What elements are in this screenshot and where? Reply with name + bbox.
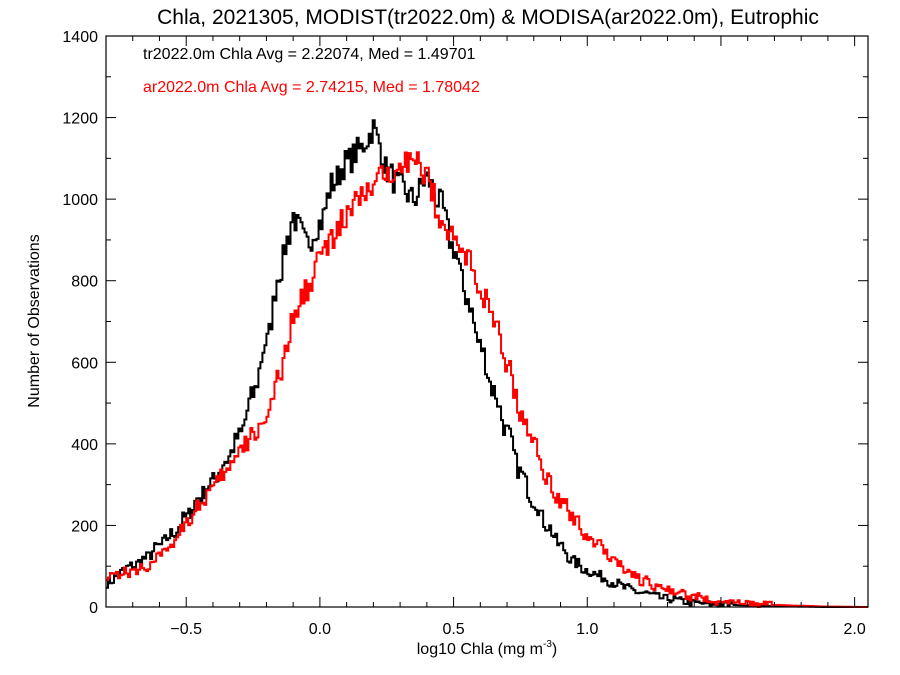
series-layer — [106, 119, 868, 608]
y-tick-label: 0 — [89, 600, 98, 617]
y-tick-label: 1400 — [62, 29, 98, 46]
y-tick-label: 1200 — [62, 111, 98, 128]
x-axis-label-superscript: -3 — [543, 639, 552, 650]
x-tick-label: 1.5 — [710, 621, 732, 638]
y-tick-label: 200 — [71, 518, 98, 535]
y-tick-label: 400 — [71, 437, 98, 454]
tick-layer: −0.5 0.0 0.5 1.0 1.5 2.0 0 200 400 600 800 1000 1200… — [62, 29, 868, 638]
y-tick-label: 600 — [71, 355, 98, 372]
x-axis-label-main: log10 Chla (mg m — [417, 641, 543, 658]
chart-title: Chla, 2021305, MODIST(tr2022.0m) & MODIS… — [157, 6, 819, 29]
y-tick-label: 1000 — [62, 192, 98, 209]
series-line-1 — [106, 151, 868, 608]
x-tick-label: −0.5 — [170, 621, 202, 638]
x-tick-label: 0.0 — [309, 621, 331, 638]
legend-entry-ar2022: ar2022.0m Chla Avg = 2.74215, Med = 1.78… — [143, 79, 480, 96]
x-axis-label-end: ) — [552, 641, 557, 658]
series-line-0 — [106, 119, 868, 608]
plot-area: −0.5 0.0 0.5 1.0 1.5 2.0 0 200 400 600 800 1000 1200… — [62, 29, 869, 638]
y-axis-label: Number of Observations — [26, 234, 43, 407]
x-axis-label: log10 Chla (mg m-3) — [417, 639, 558, 658]
legend: tr2022.0m Chla Avg = 2.22074, Med = 1.49… — [143, 46, 480, 96]
y-tick-label: 800 — [71, 274, 98, 291]
x-tick-label: 0.5 — [442, 621, 464, 638]
plot-frame — [105, 35, 869, 608]
x-tick-label: 1.0 — [576, 621, 598, 638]
x-tick-label: 2.0 — [844, 621, 866, 638]
legend-entry-tr2022: tr2022.0m Chla Avg = 2.22074, Med = 1.49… — [143, 46, 475, 63]
